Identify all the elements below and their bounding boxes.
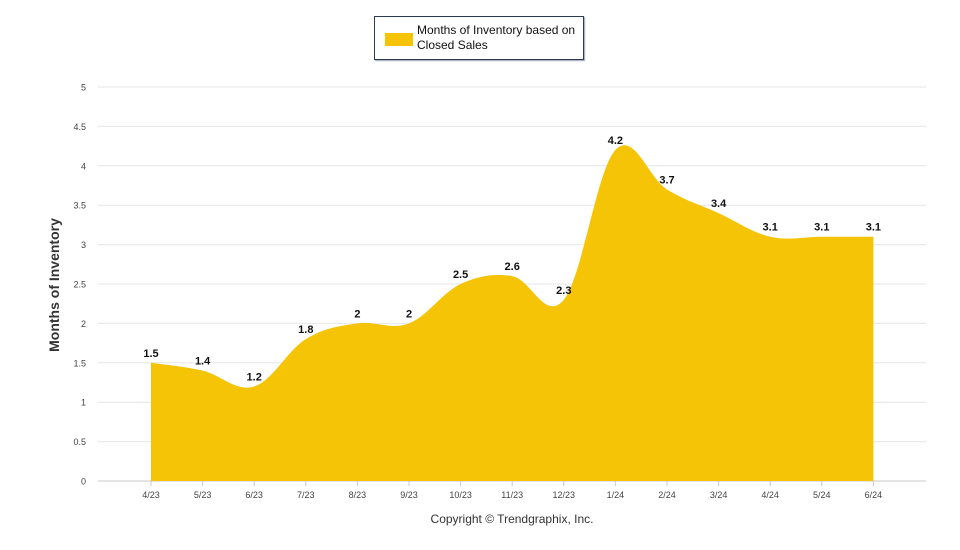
- x-tick-label: 7/23: [297, 490, 315, 500]
- data-label: 2: [406, 308, 412, 320]
- x-tick-label: 4/24: [761, 490, 779, 500]
- x-tick-label: 4/23: [142, 490, 160, 500]
- x-tick-label: 12/23: [553, 490, 576, 500]
- data-label: 3.4: [711, 198, 727, 210]
- data-label: 3.7: [659, 174, 674, 186]
- legend-swatch: [385, 33, 413, 46]
- y-tick-label: 2.5: [73, 280, 86, 290]
- x-axis-ticks: 4/23 5/23 6/23 7/23 8/23 9/23 10/23 11/23 12/23 1…: [142, 481, 882, 500]
- y-tick-label: 4.5: [73, 122, 86, 132]
- y-tick-label: 3: [81, 240, 86, 250]
- data-label: 2: [354, 308, 360, 320]
- series-area-shape: [151, 145, 874, 482]
- copyright-text: Copyright © Trendgraphix, Inc.: [430, 512, 594, 526]
- x-tick-label: 11/23: [501, 490, 523, 500]
- series-area: [151, 145, 874, 482]
- data-label: 2.3: [556, 285, 571, 297]
- x-tick-label: 6/24: [865, 490, 883, 500]
- x-tick-label: 1/24: [607, 490, 625, 500]
- y-tick-label: 1.5: [73, 358, 86, 368]
- data-label: 2.6: [505, 261, 520, 273]
- y-tick-label: 2: [81, 319, 86, 329]
- legend-label: Months of Inventory based on Closed Sale…: [417, 23, 576, 52]
- y-tick-label: 1: [81, 398, 86, 408]
- data-label: 3.1: [814, 222, 829, 234]
- x-tick-label: 5/24: [813, 490, 831, 500]
- x-tick-label: 5/23: [194, 490, 212, 500]
- y-tick-label: 4: [81, 161, 86, 171]
- data-label: 3.1: [763, 222, 778, 234]
- y-tick-label: 3.5: [73, 201, 86, 211]
- x-tick-label: 2/24: [658, 490, 676, 500]
- y-tick-label: 0: [81, 477, 86, 487]
- x-tick-label: 3/24: [710, 490, 728, 500]
- data-label: 1.8: [298, 324, 313, 336]
- data-label: 3.1: [866, 222, 881, 234]
- data-label: 1.4: [195, 356, 211, 368]
- legend: Months of Inventory based on Closed Sale…: [374, 16, 584, 60]
- x-tick-label: 9/23: [400, 490, 418, 500]
- data-labels: 1.5 1.4 1.2 1.8 2 2 2.5 2.6 2.3 4.2 3.7 3.4 3.1 3.1 3.…: [143, 135, 881, 383]
- y-axis-title: Months of Inventory: [46, 218, 62, 352]
- data-label: 1.2: [247, 371, 262, 383]
- x-tick-label: 10/23: [449, 490, 472, 500]
- x-tick-label: 6/23: [245, 490, 263, 500]
- data-label: 1.5: [143, 348, 158, 360]
- y-axis-ticks: 0 0.5 1 1.5 2 2.5 3 3.5 4 4.5 5: [73, 83, 86, 487]
- x-tick-label: 8/23: [349, 490, 367, 500]
- y-tick-label: 5: [81, 83, 86, 93]
- data-label: 4.2: [608, 135, 623, 147]
- data-label: 2.5: [453, 269, 468, 281]
- y-tick-label: 0.5: [73, 437, 86, 447]
